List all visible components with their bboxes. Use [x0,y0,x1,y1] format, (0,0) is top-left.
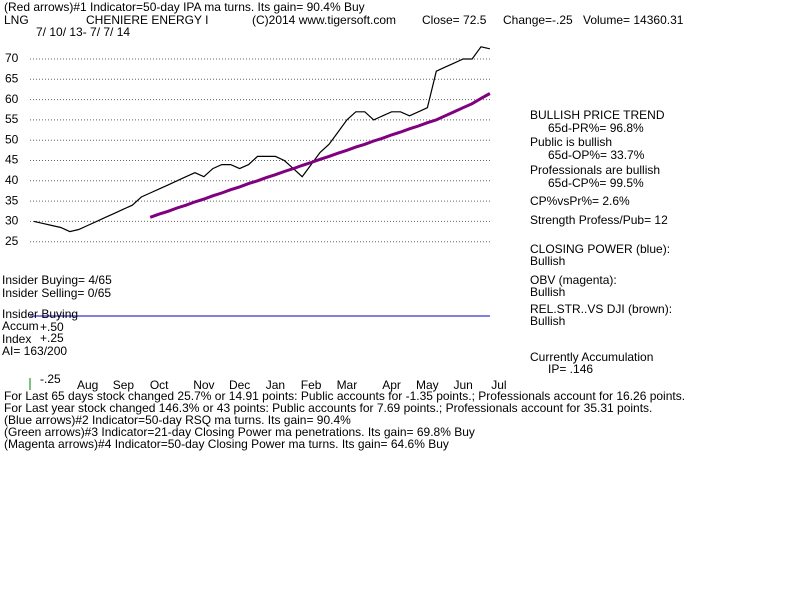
panel-text: CP%vsPr%= 2.6% [530,194,630,208]
panel-text: 65d-PR%= 96.8% [548,121,644,135]
note-text: (Green arrows)#3 Indicator=21-day Closin… [4,425,475,439]
panel-text: REL.STR..VS DJI (brown): [530,302,672,316]
panel-text: CLOSING POWER (blue): [530,242,670,256]
x-tick-label: Sep [113,378,135,392]
insider-text: Index [2,332,31,346]
insider-text: +.25 [40,331,64,345]
ticker: LNG [4,13,29,27]
note-text: (Magenta arrows)#4 Indicator=50-day Clos… [4,437,449,451]
panel-text: 65d-OP%= 33.7% [548,148,645,162]
close: Close= 72.5 [422,13,487,27]
panel-text: OBV (magenta): [530,273,617,287]
volume: Volume= 14360.31 [583,13,684,27]
insider-text: Insider Selling= 0/65 [2,286,111,300]
panel-text: Strength Profess/Pub= 12 [530,213,668,227]
x-tick-label: Jan [266,378,285,392]
copyright: (C)2014 www.tigersoft.com [252,13,396,27]
note-text: For Last 65 days stock changed 25.7% or … [4,389,685,403]
insider-text: Insider Buying [2,307,78,321]
date-range: 7/ 10/ 13- 7/ 7/ 14 [36,25,130,39]
x-tick-label: Nov [193,378,214,392]
panel-text: Public is bullish [530,135,612,149]
x-tick-label: Jul [491,378,506,392]
x-tick-label: Mar [337,378,358,392]
x-tick-label: Aug [77,378,98,392]
panel-text: Professionals are bullish [530,163,660,177]
y-tick-label: 50 [5,132,19,146]
y-tick-label: 60 [5,92,19,106]
panel-text: Bullish [530,314,565,328]
panel-text: Bullish [530,254,565,268]
y-tick-label: 55 [5,112,19,126]
insider-text: Accum [2,319,39,333]
y-tick-label: 35 [5,193,19,207]
note-text: (Blue arrows)#2 Indicator=50-day RSQ ma … [4,413,351,427]
y-tick-label: 25 [5,234,19,248]
x-tick-label: Apr [382,378,401,392]
company: CHENIERE ENERGY I [86,13,208,27]
panel-text: BULLISH PRICE TREND [530,108,665,122]
x-tick-label: Feb [301,378,322,392]
y-tick-label: 70 [5,51,19,65]
insider-text: AI= 163/200 [2,344,67,358]
note-text: For Last year stock changed 146.3% or 43… [4,401,652,415]
y-tick-label: 30 [5,214,19,228]
panel-text: Currently Accumulation [530,350,653,364]
insider-text: Insider Buying= 4/65 [2,273,112,287]
price-line [33,46,491,233]
x-tick-label: Oct [150,378,169,392]
panel-text: IP= .146 [548,362,593,376]
insider-text: +.50 [40,320,64,334]
change: Change=-.25 [503,13,573,27]
y-tick-label: 65 [5,71,19,85]
x-tick-label: Jun [453,378,472,392]
x-tick-label: Dec [229,378,250,392]
panel-text: Bullish [530,285,565,299]
header-line: (Red arrows)#1 Indicator=50-day IPA ma t… [4,0,365,14]
panel-text: 65d-CP%= 99.5% [548,176,644,190]
insider-text: -.25 [40,372,61,386]
x-tick-label: May [416,378,439,392]
y-tick-label: 45 [5,153,19,167]
price-line [149,92,491,219]
y-tick-label: 40 [5,173,19,187]
